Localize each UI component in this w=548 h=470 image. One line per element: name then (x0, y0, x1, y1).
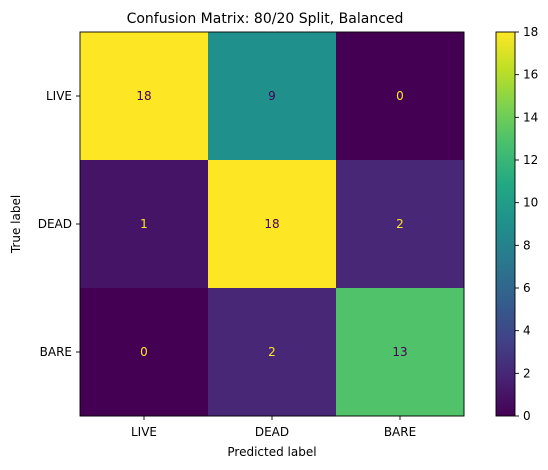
x-axis-ticks: LIVE DEAD BARE (131, 416, 416, 439)
heatmap-cell (208, 288, 337, 417)
colorbar-ticks: 0 2 4 6 8 10 12 14 16 18 (515, 25, 538, 423)
cell-value-label: 0 (140, 345, 148, 359)
heatmap-cells: 18 9 0 1 18 2 0 2 13 (80, 32, 465, 417)
cell-value-label: 9 (268, 89, 276, 103)
heatmap-cell (336, 160, 465, 289)
heatmap-cell (80, 32, 209, 161)
colorbar-tick-label: 18 (523, 25, 538, 39)
x-tick-label: LIVE (131, 425, 157, 439)
x-tick-label: BARE (384, 425, 416, 439)
chart-title: Confusion Matrix: 80/20 Split, Balanced (127, 11, 404, 27)
colorbar-tick-label: 2 (523, 366, 531, 380)
cell-value-label: 2 (268, 345, 276, 359)
colorbar-tick-label: 16 (523, 68, 538, 82)
y-tick-label: LIVE (46, 89, 72, 103)
colorbar-tick-label: 6 (523, 281, 531, 295)
cell-value-label: 18 (136, 89, 151, 103)
colorbar-frame (495, 31, 516, 417)
heatmap-cell (336, 288, 465, 417)
colorbar-tick-label: 10 (523, 196, 538, 210)
colorbar-tick-label: 0 (523, 409, 531, 423)
colorbar-tick-label: 12 (523, 153, 538, 167)
heatmap-cell (80, 288, 209, 417)
y-tick-label: BARE (40, 345, 72, 359)
y-tick-label: DEAD (38, 217, 72, 231)
cell-value-label: 1 (140, 217, 148, 231)
colorbar-tick-label: 8 (523, 238, 531, 252)
heatmap-cell (336, 32, 465, 161)
x-axis-label: Predicted label (227, 445, 316, 459)
y-axis-ticks: LIVE DEAD BARE (38, 89, 80, 359)
colorbar (496, 32, 515, 416)
y-axis-label: True label (9, 195, 23, 254)
heatmap-cell (208, 160, 337, 289)
cell-value-label: 0 (396, 89, 404, 103)
heatmap-cell (80, 160, 209, 289)
colorbar-tick-label: 4 (523, 324, 531, 338)
cell-value-label: 18 (264, 217, 279, 231)
colorbar-tick-label: 14 (523, 110, 538, 124)
heatmap-cell (208, 32, 337, 161)
cell-value-label: 2 (396, 217, 404, 231)
x-tick-label: DEAD (255, 425, 289, 439)
cell-value-label: 13 (392, 345, 407, 359)
